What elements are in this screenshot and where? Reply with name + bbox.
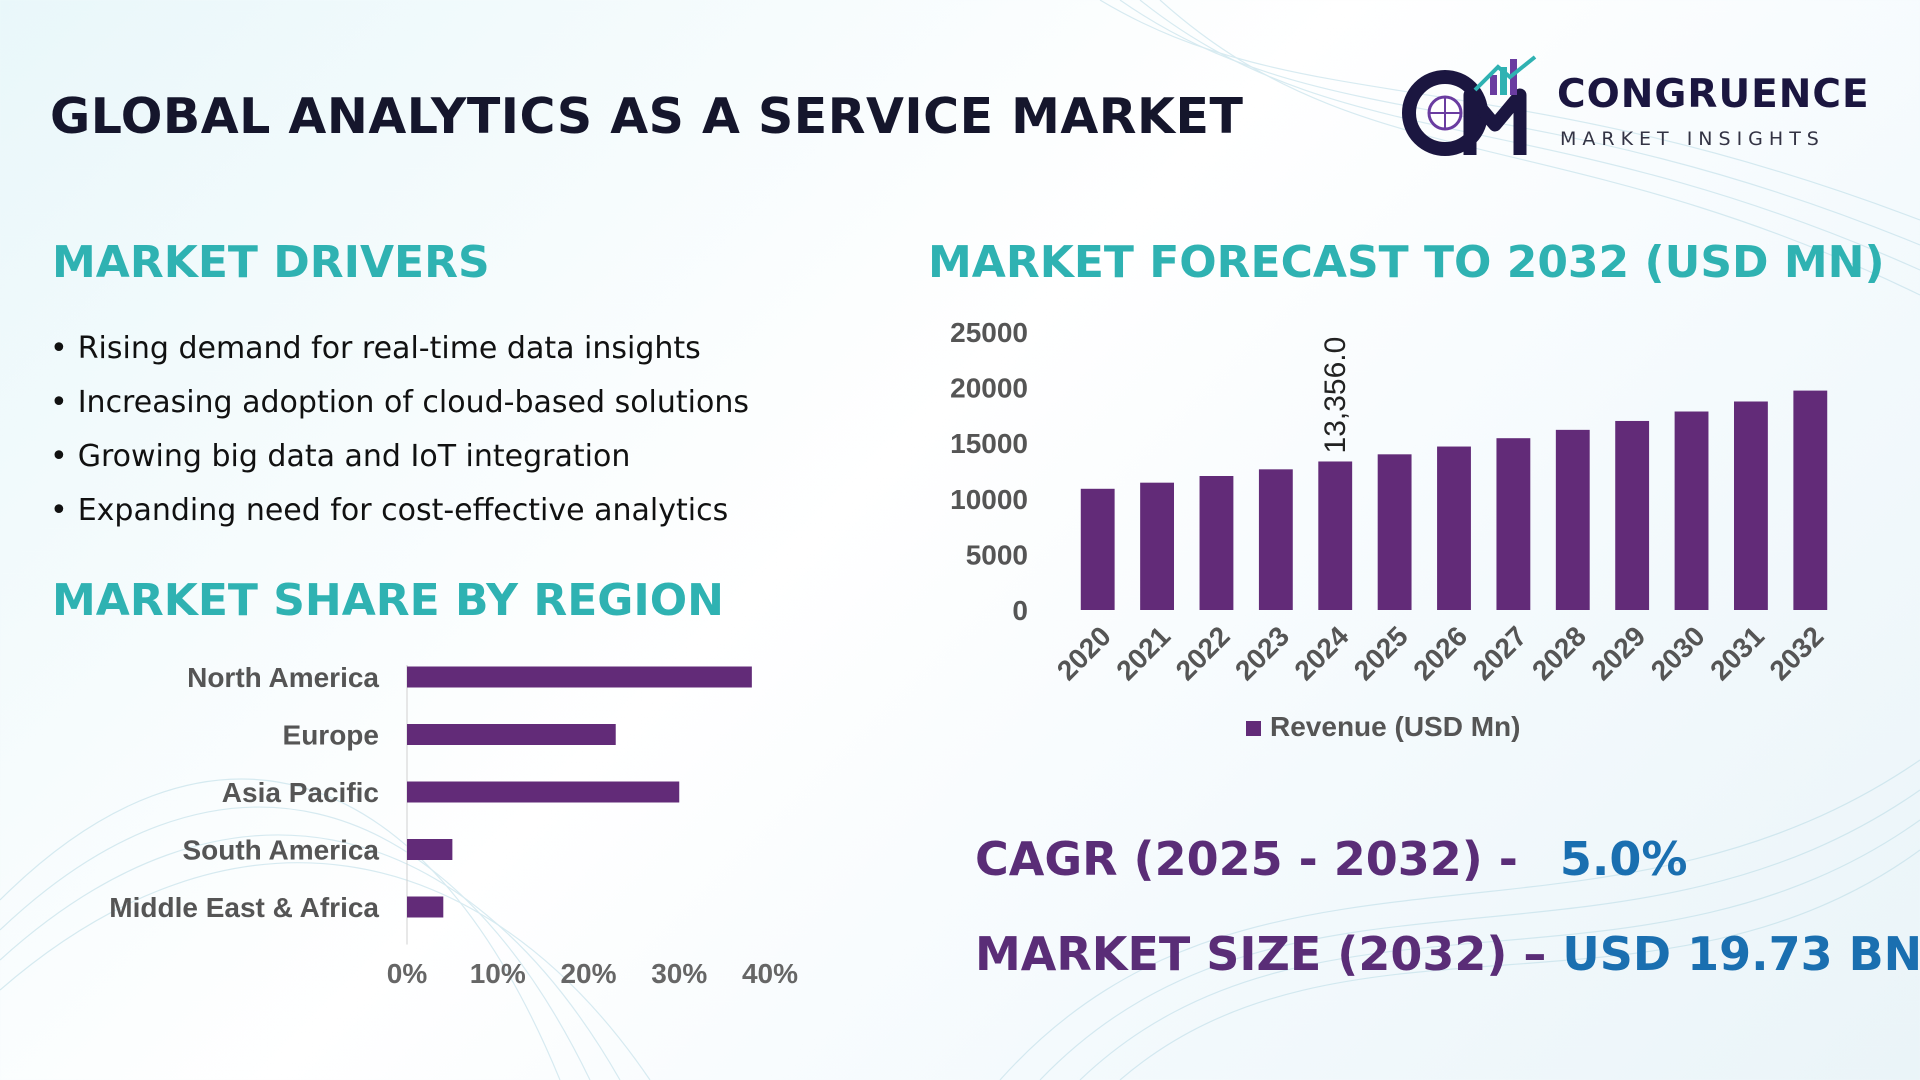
market-size-stat: MARKET SIZE (2032) – USD 19.73 BN — [975, 927, 1920, 981]
region-bar — [407, 666, 752, 688]
forecast-x-tick-label: 2022 — [1170, 620, 1236, 686]
forecast-bar — [1437, 446, 1471, 610]
cagr-value: 5.0% — [1559, 832, 1688, 886]
region-x-tick-label: 10% — [470, 958, 526, 989]
forecast-x-tick-label: 2020 — [1051, 620, 1117, 686]
region-category-label: Asia Pacific — [222, 777, 379, 808]
region-x-tick-label: 20% — [560, 958, 616, 989]
driver-item: • Expanding need for cost-effective analy… — [50, 493, 729, 528]
region-category-label: South America — [182, 835, 379, 866]
forecast-bar — [1377, 454, 1412, 610]
forecast-section-title: MARKET FORECAST TO 2032 (USD MN) — [928, 237, 1885, 288]
forecast-x-tick-label: 2025 — [1348, 620, 1414, 686]
forecast-bar — [1080, 488, 1115, 610]
forecast-y-tick-label: 10000 — [950, 484, 1028, 515]
region-category-label: North America — [187, 662, 379, 693]
logo-cm-icon — [1402, 55, 1537, 156]
forecast-x-tick-label: 2030 — [1645, 620, 1711, 686]
forecast-x-tick-label: 2027 — [1467, 620, 1533, 686]
cagr-stat: CAGR (2025 - 2032) - 5.0% — [975, 832, 1687, 886]
forecast-bar — [1258, 469, 1293, 610]
driver-item: • Rising demand for real-time data insigh… — [50, 331, 701, 366]
bullet-icon: • — [50, 439, 68, 474]
forecast-data-label: 13,356.0 — [1319, 337, 1352, 454]
legend-label: Revenue (USD Mn) — [1270, 711, 1520, 742]
forecast-x-tick-label: 2031 — [1704, 620, 1770, 686]
forecast-x-tick-label: 2024 — [1289, 620, 1355, 686]
region-bar — [407, 839, 453, 860]
forecast-bar — [1674, 411, 1709, 610]
region-x-tick-label: 30% — [651, 958, 707, 989]
region-bar — [407, 781, 680, 803]
region-bar — [407, 724, 616, 745]
driver-item: • Increasing adoption of cloud-based solu… — [50, 385, 749, 420]
forecast-bar — [1733, 401, 1768, 610]
drivers-section-title: MARKET DRIVERS — [52, 237, 490, 288]
region-section-title: MARKET SHARE BY REGION — [52, 575, 724, 626]
forecast-x-tick-label: 2026 — [1407, 620, 1473, 686]
drivers-list: • Rising demand for real-time data insigh… — [50, 322, 749, 538]
forecast-bar — [1199, 476, 1234, 610]
forecast-x-tick-label: 2032 — [1764, 620, 1830, 686]
forecast-x-tick-label: 2021 — [1110, 620, 1176, 686]
region-share-chart: North America Europe Asia Pacific South Ame… — [109, 662, 798, 989]
forecast-y-tick-label: 15000 — [950, 428, 1028, 459]
market-size-label: MARKET SIZE (2032) – — [975, 927, 1547, 981]
bullet-icon: • — [50, 385, 68, 420]
forecast-bar — [1555, 429, 1590, 610]
forecast-bar — [1318, 461, 1353, 610]
driver-item: • Growing big data and IoT integration — [50, 439, 631, 474]
region-bar — [407, 896, 444, 918]
forecast-bar — [1496, 438, 1531, 610]
forecast-y-tick-label: 20000 — [950, 373, 1028, 404]
forecast-bar — [1140, 482, 1175, 610]
forecast-y-tick-label: 0 — [1012, 595, 1028, 626]
cagr-label: CAGR (2025 - 2032) - — [975, 832, 1518, 886]
region-x-tick-label: 40% — [742, 958, 798, 989]
forecast-x-tick-label: 2028 — [1526, 620, 1592, 686]
bullet-icon: • — [50, 331, 68, 366]
logo-name: CONGRUENCE — [1557, 72, 1870, 117]
market-size-value: USD 19.73 BN — [1562, 927, 1920, 981]
region-x-tick-label: 0% — [387, 958, 428, 989]
bullet-icon: • — [50, 493, 68, 528]
forecast-x-tick-label: 2029 — [1585, 620, 1651, 686]
legend-swatch — [1246, 721, 1261, 736]
forecast-y-tick-label: 25000 — [950, 317, 1028, 348]
forecast-chart: 0500010000150002000025000202020212022202… — [950, 317, 1830, 742]
forecast-bar — [1793, 390, 1828, 610]
forecast-bar — [1615, 420, 1650, 610]
forecast-x-tick-label: 2023 — [1229, 620, 1295, 686]
region-category-label: Europe — [283, 720, 379, 751]
logo-tagline: MARKET INSIGHTS — [1560, 128, 1825, 150]
forecast-y-tick-label: 5000 — [966, 539, 1028, 570]
company-logo: CONGRUENCE MARKET INSIGHTS — [1400, 55, 1880, 160]
region-category-label: Middle East & Africa — [109, 892, 379, 923]
page-title: GLOBAL ANALYTICS AS A SERVICE MARKET — [50, 88, 1244, 145]
